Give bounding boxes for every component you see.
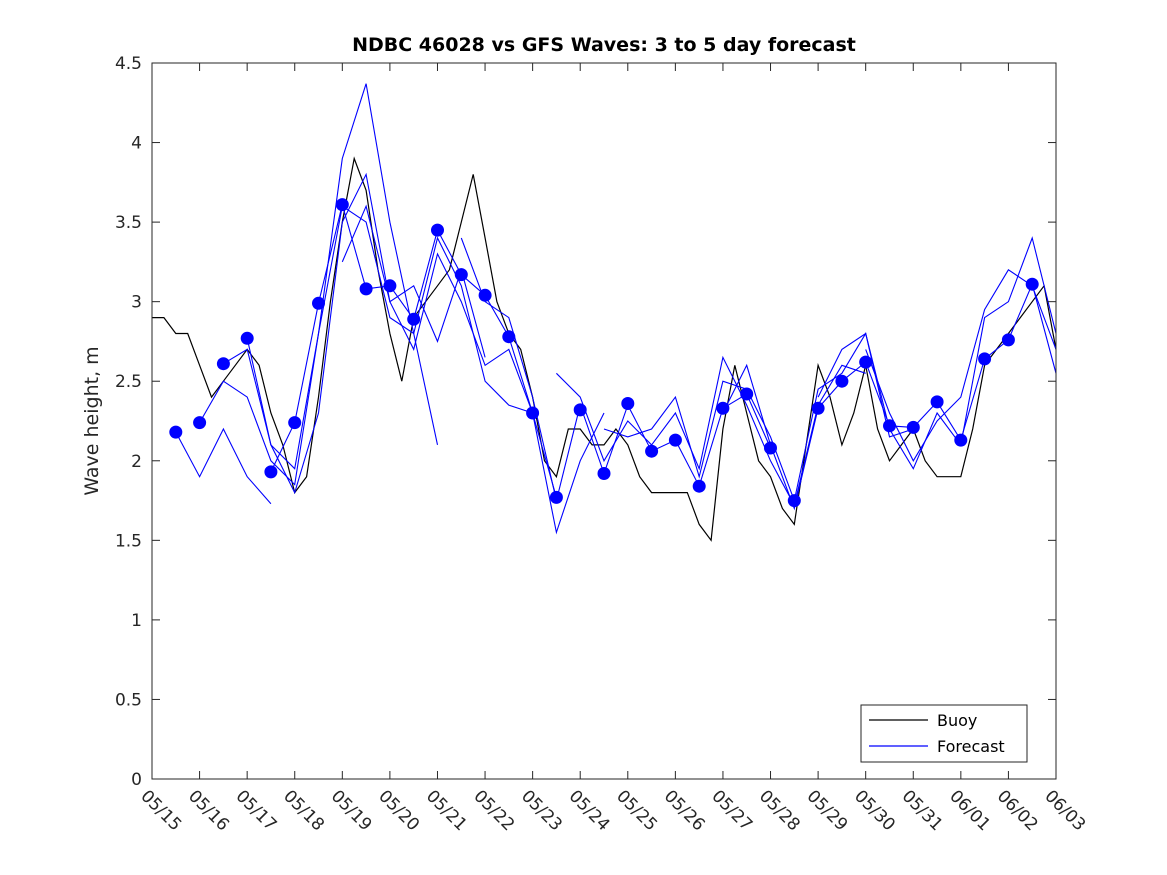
forecast-marker bbox=[478, 288, 492, 302]
forecast-marker bbox=[859, 355, 873, 369]
forecast-marker bbox=[954, 433, 968, 447]
forecast-marker bbox=[431, 223, 444, 237]
forecast-marker bbox=[1001, 333, 1015, 347]
y-tick-label: 0 bbox=[131, 770, 142, 790]
forecast-marker bbox=[312, 296, 325, 310]
forecast-marker bbox=[502, 330, 516, 344]
forecast-marker bbox=[1025, 277, 1039, 291]
forecast-run-line-9 bbox=[603, 332, 914, 503]
plot-clip-group bbox=[152, 83, 1056, 542]
forecast-marker bbox=[597, 467, 611, 480]
y-tick-label: 2.5 bbox=[115, 372, 142, 392]
forecast-marker bbox=[883, 419, 896, 433]
legend-box bbox=[860, 704, 1028, 763]
forecast-run-line-7 bbox=[460, 237, 772, 501]
y-tick-label: 3 bbox=[131, 293, 142, 313]
y-tick-label: 1 bbox=[131, 611, 142, 631]
forecast-marker bbox=[740, 387, 754, 401]
forecast-marker bbox=[787, 494, 801, 508]
plot-background bbox=[152, 63, 1056, 779]
y-tick-label: 1.5 bbox=[115, 531, 142, 551]
y-tick-label: 0.5 bbox=[115, 690, 142, 710]
forecast-marker bbox=[811, 401, 825, 415]
forecast-marker bbox=[240, 331, 254, 345]
forecast-marker bbox=[454, 268, 468, 282]
buoy-line bbox=[152, 156, 1056, 542]
forecast-marker bbox=[645, 444, 659, 458]
y-tick-label: 2 bbox=[131, 452, 142, 472]
forecast-marker bbox=[978, 352, 992, 366]
legend: Buoy Forecast bbox=[860, 704, 1028, 763]
forecast-run-line-12 bbox=[865, 269, 1056, 462]
forecast-marker bbox=[716, 401, 730, 415]
plot-area bbox=[152, 63, 1056, 779]
forecast-marker bbox=[359, 282, 373, 296]
forecast-run-line-1 bbox=[175, 427, 272, 505]
forecast-marker bbox=[288, 416, 302, 430]
forecast-marker bbox=[764, 441, 777, 455]
y-axis-label: Wave height, m bbox=[81, 346, 103, 495]
forecast-marker bbox=[526, 406, 540, 420]
axes-box bbox=[151, 62, 1057, 780]
forecast-marker bbox=[692, 479, 706, 493]
forecast-marker bbox=[193, 416, 207, 430]
forecast-marker bbox=[264, 465, 278, 479]
forecast-marker bbox=[621, 397, 635, 410]
forecast-marker bbox=[930, 395, 944, 409]
y-tick-label: 4.5 bbox=[115, 54, 142, 74]
legend-label-forecast: Forecast bbox=[937, 737, 1005, 756]
forecast-marker bbox=[335, 198, 349, 212]
forecast-marker bbox=[906, 420, 920, 434]
forecast-marker bbox=[407, 312, 421, 326]
forecast-run-line-4 bbox=[246, 205, 533, 470]
forecast-marker bbox=[383, 279, 397, 293]
forecast-marker bbox=[835, 374, 849, 388]
y-tick-label: 4 bbox=[131, 134, 142, 154]
legend-label-buoy: Buoy bbox=[937, 711, 977, 730]
y-tick-label: 3.5 bbox=[115, 213, 142, 233]
forecast-run-line-8 bbox=[556, 355, 866, 507]
forecast-marker bbox=[216, 357, 230, 371]
forecast-marker bbox=[549, 490, 563, 504]
forecast-marker bbox=[169, 425, 183, 439]
forecast-marker bbox=[573, 403, 587, 417]
forecast-marker bbox=[668, 433, 682, 447]
forecast-run-line-11 bbox=[817, 236, 1056, 470]
chart-title: NDBC 46028 vs GFS Waves: 3 to 5 day fore… bbox=[352, 34, 856, 56]
